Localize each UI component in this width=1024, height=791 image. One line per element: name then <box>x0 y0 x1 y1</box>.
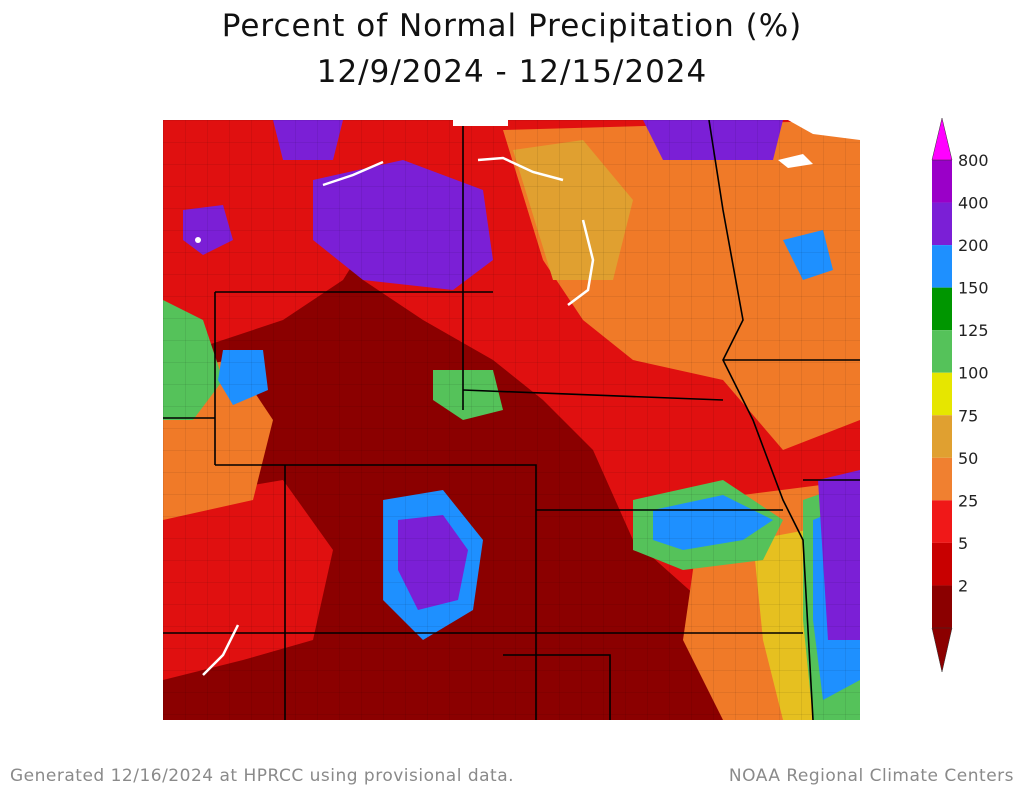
legend-label: 100 <box>958 364 989 383</box>
map-title: Percent of Normal Precipitation (%) <box>221 8 803 44</box>
legend-swatch <box>932 245 952 288</box>
legend-label: 25 <box>958 491 978 510</box>
legend-swatch <box>932 330 952 373</box>
water-features <box>202 156 595 676</box>
legend-swatch <box>932 160 952 203</box>
legend-label: 400 <box>958 194 989 213</box>
source-credit: NOAA Regional Climate Centers <box>728 766 1014 786</box>
legend-swatch <box>932 500 952 543</box>
legend-swatch <box>932 457 952 501</box>
legend-swatch <box>932 585 952 628</box>
legend-label: 2 <box>958 576 968 595</box>
generated-note: Generated 12/16/2024 at HPRCC using prov… <box>10 766 515 786</box>
legend-label: 200 <box>958 236 989 255</box>
precipitation-map <box>163 120 860 720</box>
legend-label: 150 <box>958 279 989 298</box>
legend-swatch <box>932 372 952 416</box>
legend-label: 5 <box>958 534 968 553</box>
state-borders <box>163 120 860 720</box>
legend-label: 800 <box>958 151 989 170</box>
legend-swatch <box>932 415 952 458</box>
legend-swatch <box>932 287 952 331</box>
map-date-range: 12/9/2024 - 12/15/2024 <box>316 54 708 90</box>
legend-upper-arrow <box>931 117 953 161</box>
legend-lower-arrow <box>931 627 953 673</box>
legend-swatch <box>932 542 952 586</box>
legend-label: 125 <box>958 321 989 340</box>
legend-label: 50 <box>958 449 978 468</box>
color-scale-legend: 800 400 200 150 125 100 75 50 25 5 2 <box>931 117 989 673</box>
legend-label: 75 <box>958 406 978 425</box>
legend-swatch <box>932 202 952 246</box>
